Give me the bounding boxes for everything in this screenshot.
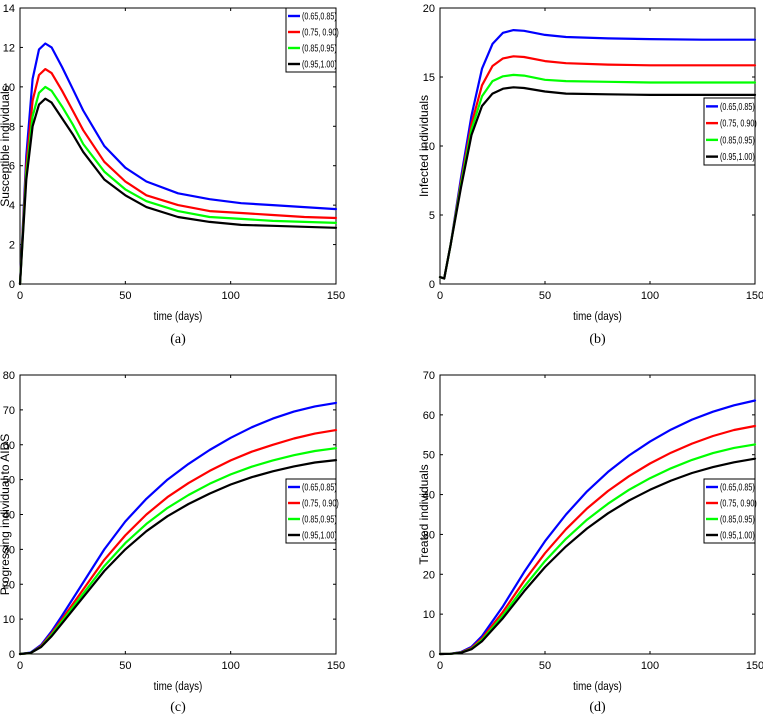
legend: (0.65,0.85) (0.75, 0.90) (0.85,0.95) (0.95,… [285, 7, 339, 73]
series-line-4 [18, 459, 338, 656]
legend-label: (0.85,0.95) [720, 134, 755, 145]
y-tick-label: 12 [3, 42, 15, 54]
y-tick-label: 70 [423, 370, 435, 382]
y-tick-label: 40 [423, 490, 435, 502]
y-tick-label: 60 [423, 410, 435, 422]
y-tick-label: 10 [3, 614, 15, 626]
legend-label: (0.85,0.95) [302, 513, 337, 524]
legend-label: (0.65,0.85) [302, 481, 337, 492]
x-axis-label: time (days) [573, 680, 622, 693]
series-line-1 [18, 401, 338, 656]
series-line-4 [438, 86, 757, 280]
y-tick-label: 50 [423, 450, 435, 462]
x-tick-label: 0 [437, 290, 443, 302]
y-tick-label: 40 [3, 510, 15, 522]
x-tick-label: 50 [539, 660, 551, 672]
y-tick-label: 30 [3, 544, 15, 556]
x-tick-label: 0 [17, 290, 23, 302]
y-tick-label: 30 [423, 529, 435, 541]
y-tick-label: 20 [423, 3, 435, 15]
x-axis-label: time (days) [154, 310, 203, 323]
legend-box [285, 7, 337, 73]
y-tick-label: 70 [3, 405, 15, 417]
series-line-4 [438, 457, 757, 656]
y-tick-label: 2 [9, 240, 15, 252]
legend-label: (0.95,1.00) [720, 529, 755, 540]
legend-label: (0.95,1.00) [302, 58, 337, 69]
y-tick-label: 10 [3, 82, 15, 94]
y-tick-label: 0 [429, 649, 435, 661]
legend-label: (0.65,0.85) [302, 10, 337, 21]
y-tick-label: 10 [423, 141, 435, 153]
x-axis-label: time (days) [154, 680, 203, 693]
legend-label: (0.75, 0.90) [302, 26, 339, 37]
legend: (0.65,0.85) (0.75, 0.90) (0.85,0.95) (0.95,… [703, 97, 757, 166]
y-tick-label: 60 [3, 440, 15, 452]
legend-box [703, 97, 756, 166]
legend-label: (0.75, 0.90) [720, 497, 757, 508]
legend-label: (0.95,1.00) [720, 151, 755, 162]
y-tick-label: 5 [429, 210, 435, 222]
x-tick-label: 150 [327, 290, 345, 302]
x-axis-label: time (days) [573, 310, 622, 323]
legend-box [703, 478, 756, 544]
y-axis-label: Treated individuals [417, 464, 431, 564]
legend-label: (0.75, 0.90) [720, 117, 757, 128]
series-line-3 [18, 85, 338, 286]
panel-c: 0 10 20 30 40 50 60 70 80 0 50 100 150 time (days) Pro… [0, 370, 345, 715]
series-line-3 [438, 443, 757, 656]
x-tick-label: 50 [119, 660, 131, 672]
legend-label: (0.95,1.00) [302, 529, 337, 540]
x-tick-label: 150 [746, 290, 763, 302]
y-tick-label: 0 [429, 279, 435, 291]
y-tick-label: 8 [9, 121, 15, 133]
y-axis-label: Susceptible individuals [0, 85, 12, 206]
y-tick-label: 6 [9, 161, 15, 173]
legend-label: (0.65,0.85) [720, 101, 755, 112]
y-tick-label: 80 [3, 370, 15, 382]
legend: (0.65,0.85) (0.75, 0.90) (0.85,0.95) (0.95,… [703, 478, 757, 544]
x-tick-label: 50 [539, 290, 551, 302]
y-tick-label: 14 [3, 3, 15, 15]
y-tick-label: 0 [9, 279, 15, 291]
series-line-1 [18, 42, 338, 286]
x-tick-label: 150 [327, 660, 345, 672]
x-tick-label: 150 [746, 660, 763, 672]
y-axis-label: Infected individuals [417, 95, 431, 197]
panel-a: 0 2 4 6 8 10 12 14 0 50 100 150 time (days) Susceptib… [0, 3, 345, 347]
legend: (0.65,0.85) (0.75, 0.90) (0.85,0.95) (0.95,… [285, 478, 339, 544]
x-tick-label: 0 [17, 660, 23, 672]
plot-frame [19, 7, 337, 285]
y-axis-label: Progressing individual to AIDS [0, 434, 12, 595]
x-tick-label: 100 [221, 660, 239, 672]
panel-caption: (b) [589, 332, 606, 347]
y-tick-label: 0 [9, 649, 15, 661]
y-tick-label: 20 [423, 569, 435, 581]
x-tick-label: 100 [641, 290, 659, 302]
series-line-2 [18, 67, 338, 286]
legend-box [285, 478, 337, 544]
x-tick-label: 100 [641, 660, 659, 672]
panel-b: 0 5 10 15 20 0 50 100 150 time (days) Infected ind… [417, 3, 763, 347]
series-line-4 [18, 97, 338, 286]
y-tick-label: 10 [423, 609, 435, 621]
legend-label: (0.85,0.95) [720, 513, 755, 524]
panel-caption: (a) [170, 332, 186, 347]
legend-label: (0.85,0.95) [302, 42, 337, 53]
x-tick-label: 0 [437, 660, 443, 672]
y-tick-label: 4 [9, 200, 15, 212]
legend-label: (0.75, 0.90) [302, 497, 339, 508]
x-tick-label: 100 [221, 290, 239, 302]
legend-label: (0.65,0.85) [720, 481, 755, 492]
y-tick-label: 15 [423, 72, 435, 84]
y-tick-label: 50 [3, 475, 15, 487]
panel-caption: (c) [170, 700, 186, 715]
x-tick-label: 50 [119, 290, 131, 302]
y-tick-label: 20 [3, 579, 15, 591]
panel-caption: (d) [589, 700, 606, 715]
panel-d: 0 10 20 30 40 50 60 70 0 50 100 150 time (days) Treat… [417, 370, 763, 715]
